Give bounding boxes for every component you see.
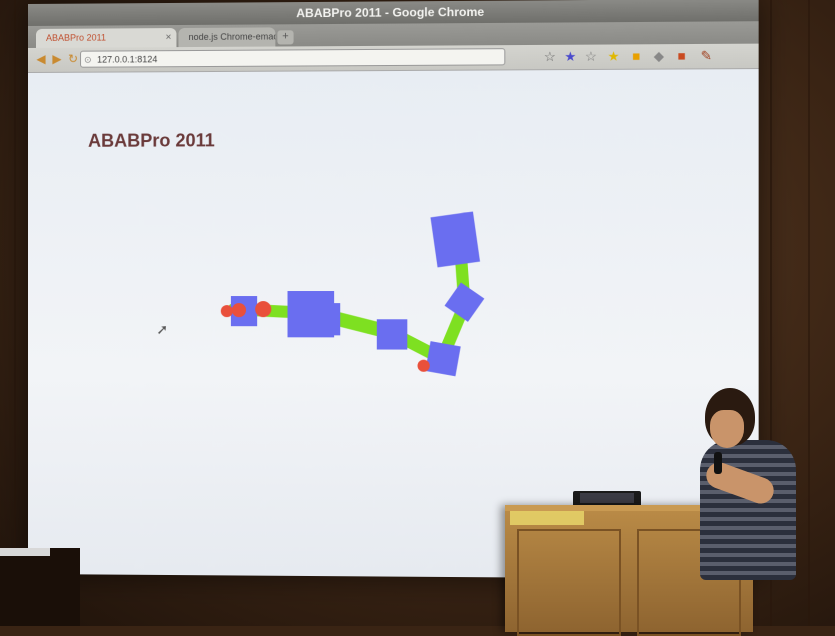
web-page: ABABPro 2011 — [28, 69, 759, 579]
tab-nodejs[interactable]: node.js Chrome-emacs: ... — [178, 27, 275, 47]
extension-icon[interactable]: ■ — [629, 48, 644, 63]
left-stand-top — [0, 548, 50, 556]
left-stand — [0, 548, 80, 626]
reload-icon[interactable]: ↻ — [66, 52, 80, 66]
wood-panel-seam — [14, 0, 16, 626]
address-text: 127.0.0.1:8124 — [97, 54, 157, 64]
star-icon[interactable]: ★ — [563, 49, 578, 64]
wood-panel-seam — [808, 0, 810, 626]
square-group — [231, 211, 484, 376]
address-bar[interactable]: ⊙ 127.0.0.1:8124 — [80, 48, 505, 68]
browser-toolbar: ◀ ▶ ↻ ⊙ 127.0.0.1:8124 ☆ ★ ☆ ★ ■ ◆ ■ ✎ — [28, 44, 759, 73]
close-icon[interactable]: × — [166, 28, 172, 47]
back-arrow-icon[interactable]: ◀ — [34, 52, 48, 66]
podium-panel — [517, 529, 621, 636]
square-block — [445, 282, 485, 321]
podium-sign — [510, 511, 584, 525]
extension-icon[interactable]: ◆ — [651, 48, 666, 63]
mouse-cursor-icon: ➚ — [156, 321, 168, 338]
tab-label: ABABPro 2011 — [46, 33, 106, 43]
star-icon[interactable]: ☆ — [542, 49, 557, 64]
joint-dot — [232, 303, 246, 317]
new-tab-button[interactable]: + — [277, 30, 293, 44]
simulation-canvas[interactable] — [28, 69, 759, 579]
square-block — [430, 211, 480, 267]
wrench-icon[interactable]: ✎ — [699, 48, 715, 63]
presenter-face — [710, 410, 744, 448]
square-block — [377, 319, 408, 349]
extension-icon[interactable]: ■ — [674, 48, 689, 63]
globe-icon: ⊙ — [84, 52, 92, 69]
square-block — [312, 303, 340, 335]
projection-screen: ABABPro 2011 - Google Chrome ABABPro 201… — [28, 0, 759, 579]
square-block — [425, 341, 460, 376]
tab-ababpro[interactable]: ABABPro 2011 × — [36, 28, 176, 48]
joint-dot — [418, 360, 430, 372]
forward-arrow-icon[interactable]: ▶ — [50, 52, 64, 66]
star-icon[interactable]: ★ — [606, 48, 621, 63]
joint-dot — [255, 301, 271, 317]
star-icon[interactable]: ☆ — [583, 49, 598, 64]
microphone — [714, 452, 722, 474]
laptop-screen — [580, 493, 634, 503]
tab-label: node.js Chrome-emacs: ... — [189, 31, 276, 42]
joint-dot — [221, 305, 233, 317]
